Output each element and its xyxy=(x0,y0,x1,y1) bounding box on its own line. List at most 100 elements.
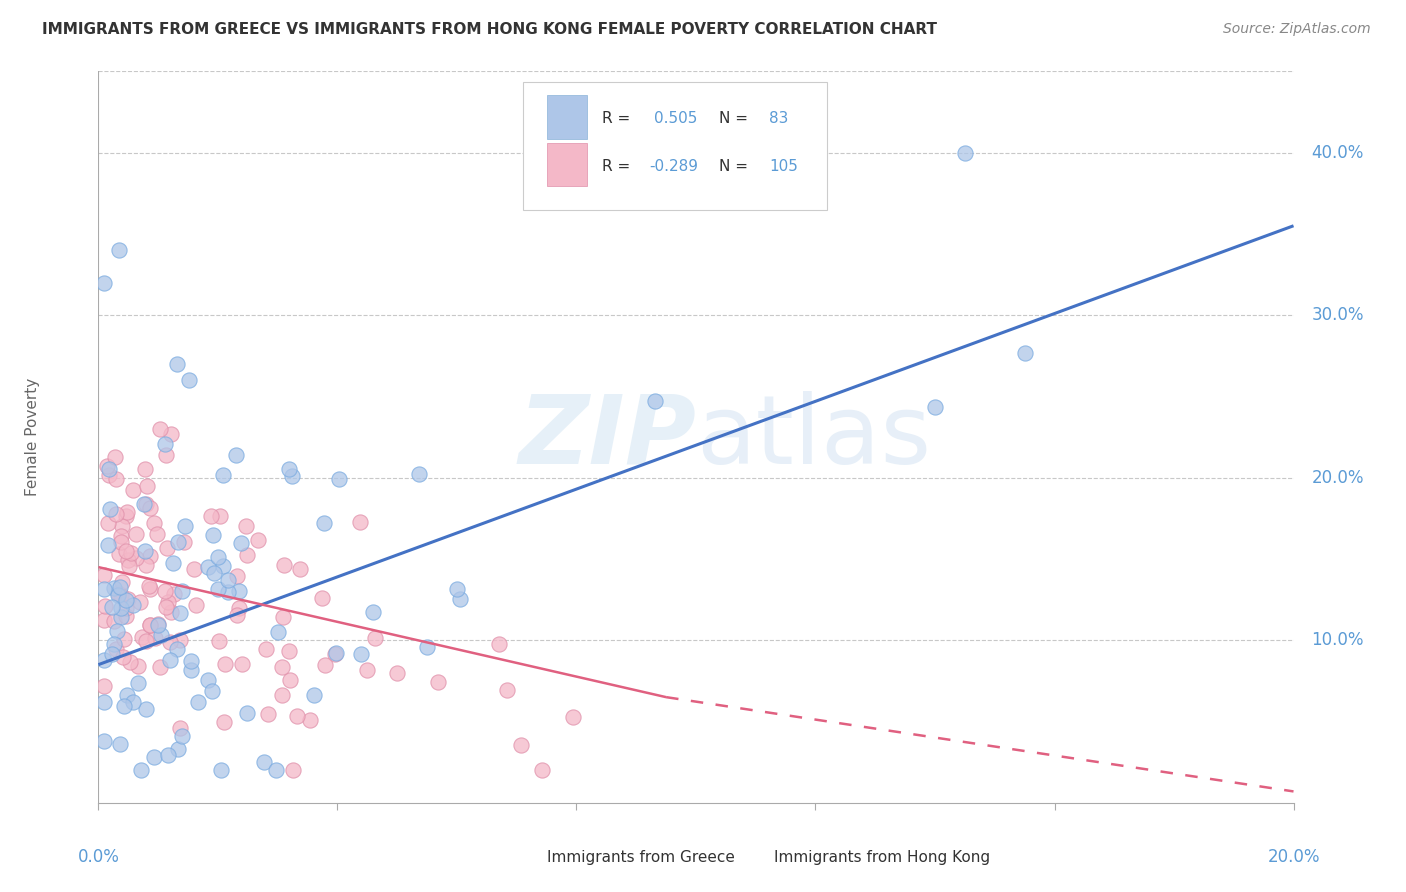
Point xyxy=(115,601,138,615)
Point xyxy=(426,675,449,690)
Point xyxy=(298,713,321,727)
Point xyxy=(97,516,120,530)
Point xyxy=(214,657,236,672)
Point xyxy=(416,640,439,654)
Point xyxy=(197,560,219,574)
Point xyxy=(285,709,308,723)
Point xyxy=(271,688,294,702)
Point xyxy=(236,706,259,720)
Point xyxy=(314,516,336,530)
Point xyxy=(127,675,149,690)
Point xyxy=(146,618,169,632)
Point xyxy=(363,605,385,619)
Point xyxy=(117,505,139,519)
Point xyxy=(155,584,177,599)
Text: 30.0%: 30.0% xyxy=(1312,306,1364,324)
Text: N =: N = xyxy=(718,159,748,174)
Point xyxy=(104,450,127,464)
Point xyxy=(139,500,162,515)
Point xyxy=(143,516,166,531)
Point xyxy=(172,583,194,598)
Point xyxy=(107,586,129,600)
FancyBboxPatch shape xyxy=(547,143,588,186)
Point xyxy=(267,624,290,639)
Point xyxy=(170,729,193,743)
FancyBboxPatch shape xyxy=(509,844,540,871)
Text: -0.289: -0.289 xyxy=(650,159,699,174)
Point xyxy=(93,276,115,290)
Point xyxy=(150,628,173,642)
Point xyxy=(208,633,231,648)
Point xyxy=(135,633,157,648)
Point xyxy=(207,582,229,596)
Point xyxy=(93,582,115,596)
Point xyxy=(166,534,188,549)
Point xyxy=(488,637,510,651)
Text: 83: 83 xyxy=(769,112,789,127)
Point xyxy=(174,519,197,533)
FancyBboxPatch shape xyxy=(523,82,827,211)
Point xyxy=(117,591,139,606)
Point xyxy=(145,526,167,541)
Point xyxy=(169,606,191,620)
Point xyxy=(231,535,253,549)
Point xyxy=(325,647,347,661)
Text: Source: ZipAtlas.com: Source: ZipAtlas.com xyxy=(1223,22,1371,37)
Point xyxy=(93,613,115,627)
Point xyxy=(104,641,127,656)
Point xyxy=(273,558,295,572)
Point xyxy=(139,617,162,632)
Point xyxy=(112,698,135,713)
Point xyxy=(159,426,181,441)
Point xyxy=(110,529,132,543)
Point xyxy=(211,559,233,574)
Point xyxy=(107,588,129,602)
Point xyxy=(204,566,226,581)
Point xyxy=(108,580,131,594)
Text: atlas: atlas xyxy=(696,391,931,483)
Point xyxy=(228,601,250,615)
Point xyxy=(184,598,207,612)
Point xyxy=(207,550,229,565)
Point xyxy=(108,547,131,561)
Point xyxy=(325,647,347,661)
Point xyxy=(101,647,124,661)
Point xyxy=(179,654,201,668)
Point xyxy=(228,583,250,598)
Point xyxy=(111,649,134,664)
Text: 0.0%: 0.0% xyxy=(77,848,120,866)
Point xyxy=(103,614,125,628)
Point xyxy=(231,657,253,672)
Point xyxy=(385,665,409,680)
Point xyxy=(209,764,232,778)
Text: Immigrants from Greece: Immigrants from Greece xyxy=(547,850,734,865)
Point xyxy=(125,551,148,566)
Point xyxy=(129,764,152,778)
Point xyxy=(120,546,142,560)
Point xyxy=(211,468,233,483)
Point xyxy=(217,573,239,587)
Text: 105: 105 xyxy=(769,159,797,174)
Point xyxy=(271,660,294,674)
Point xyxy=(118,656,141,670)
Text: 10.0%: 10.0% xyxy=(1312,632,1364,649)
Point xyxy=(169,633,191,648)
Point xyxy=(139,618,162,632)
Text: ZIP: ZIP xyxy=(517,391,696,483)
Point xyxy=(290,562,312,576)
Point xyxy=(349,515,371,529)
Point xyxy=(107,243,129,257)
Point xyxy=(98,468,121,483)
Point xyxy=(110,601,132,615)
Text: R =: R = xyxy=(602,112,630,127)
Point xyxy=(118,558,141,573)
Point xyxy=(166,742,188,756)
FancyBboxPatch shape xyxy=(735,844,766,871)
Point xyxy=(350,647,373,661)
Point xyxy=(135,558,157,573)
Point xyxy=(356,663,378,677)
Point xyxy=(562,710,585,724)
Point xyxy=(180,664,202,678)
Point xyxy=(127,659,149,673)
Text: 40.0%: 40.0% xyxy=(1312,144,1364,161)
